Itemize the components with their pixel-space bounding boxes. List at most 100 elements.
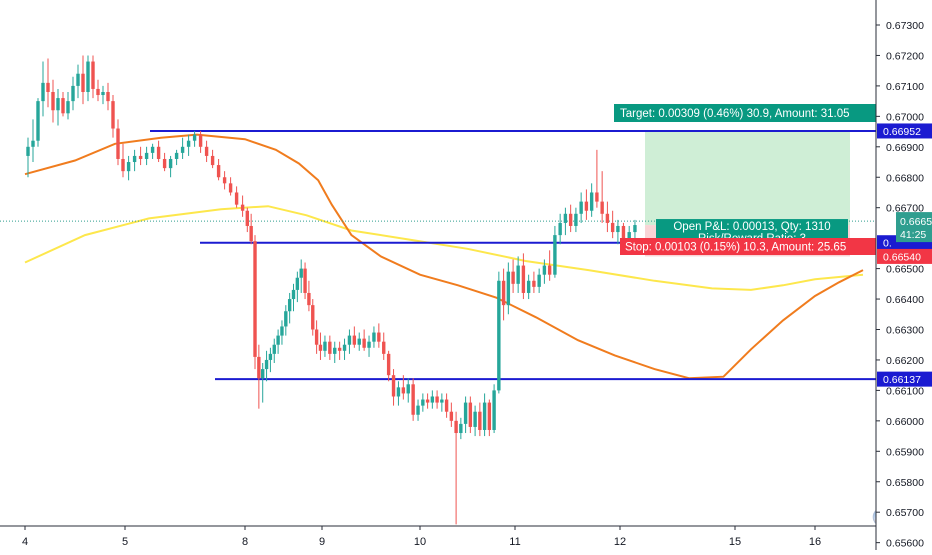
- candle-body: [506, 271, 511, 306]
- candle: [234, 186, 239, 208]
- x-tick-label: 9: [319, 536, 325, 548]
- candle: [174, 149, 179, 166]
- y-tick-label: 0.65700: [886, 507, 924, 519]
- candle-body: [96, 88, 100, 96]
- candle-body: [36, 101, 40, 141]
- level-badge-top-text: 0.66952: [883, 126, 921, 138]
- candle-body: [272, 344, 276, 354]
- candle-body: [362, 338, 366, 348]
- candle: [272, 338, 276, 363]
- candle: [526, 274, 531, 300]
- candle: [116, 119, 120, 166]
- ema-fast-line: [24, 133, 864, 380]
- level-badge-top-bg: [877, 123, 932, 139]
- candle-body: [303, 268, 307, 293]
- candle: [473, 405, 477, 437]
- candle-body: [41, 82, 45, 102]
- candle: [168, 155, 173, 178]
- y-tick-label: 0.67000: [886, 111, 924, 123]
- candle: [257, 344, 261, 409]
- candle-body: [616, 225, 620, 233]
- candle-body: [579, 201, 583, 214]
- candle: [101, 85, 105, 105]
- candle: [228, 177, 233, 196]
- candle: [126, 155, 131, 181]
- candle: [568, 204, 573, 233]
- pnl-label-text: Open P&L: 0.00013, Qty: 1310: [673, 221, 830, 233]
- candle: [46, 58, 50, 108]
- candle: [162, 152, 167, 172]
- y-tick-label: 0.66800: [886, 172, 924, 184]
- y-tick-label: 0.66100: [886, 385, 924, 397]
- candle: [386, 350, 391, 382]
- candle-body: [391, 375, 396, 397]
- candle-body: [501, 280, 506, 306]
- candle: [595, 149, 599, 208]
- candle-body: [526, 280, 531, 293]
- stop-price-badge-bg: [877, 248, 932, 264]
- candle: [56, 88, 60, 126]
- candle-body: [162, 158, 167, 169]
- candle: [276, 329, 280, 354]
- candle: [430, 390, 435, 409]
- candle: [323, 335, 327, 357]
- candle-body: [204, 146, 209, 156]
- candle: [425, 393, 430, 409]
- candle: [542, 259, 547, 284]
- level-badge-mid-text: 0.: [883, 238, 892, 250]
- candle: [482, 393, 487, 437]
- target-zone: [645, 130, 850, 226]
- candle: [421, 393, 425, 412]
- candle-body: [568, 213, 573, 226]
- candle-body: [132, 155, 137, 163]
- candle-body: [595, 192, 599, 202]
- candle-body: [406, 384, 410, 394]
- candle-body: [138, 155, 143, 159]
- candle: [144, 146, 149, 166]
- candle: [352, 326, 357, 348]
- candle: [382, 332, 386, 360]
- candle: [511, 259, 515, 293]
- candle: [497, 271, 501, 394]
- candle-body: [307, 292, 311, 306]
- price-axis-bg: [876, 0, 932, 550]
- stop-label-text: Stop: 0.00103 (0.15%) 10.3, Amount: 25.6…: [625, 242, 846, 254]
- candle: [284, 305, 288, 336]
- x-tick-label: 11: [509, 536, 520, 548]
- candle-body: [126, 162, 131, 172]
- candle: [26, 137, 30, 178]
- candle-body: [547, 265, 552, 275]
- candle: [180, 137, 185, 159]
- y-tick-label: 0.66900: [886, 142, 924, 154]
- candle-body: [386, 353, 391, 376]
- candle: [396, 381, 401, 406]
- candle: [318, 332, 323, 360]
- candle-body: [144, 152, 149, 159]
- candle-body: [411, 384, 415, 415]
- candle: [314, 320, 319, 354]
- candle-body: [257, 356, 261, 379]
- candle: [600, 171, 604, 223]
- candle: [463, 396, 468, 434]
- current-price-badge-bg: [896, 212, 932, 243]
- candle-body: [563, 213, 568, 223]
- candle: [440, 393, 444, 412]
- candle: [328, 335, 332, 360]
- candle-body: [299, 268, 303, 278]
- candle-body: [318, 344, 323, 351]
- candle: [198, 130, 203, 153]
- candle-body: [168, 158, 173, 169]
- x-tick-label: 4: [22, 536, 28, 548]
- candle: [81, 55, 85, 105]
- candle-body: [234, 192, 239, 205]
- candle-body: [347, 335, 352, 345]
- candle: [156, 140, 161, 163]
- candle-body: [156, 146, 161, 159]
- candle: [468, 396, 473, 434]
- candle-body: [357, 338, 361, 345]
- candle-body: [337, 347, 342, 351]
- candle: [150, 143, 155, 159]
- candle: [574, 207, 578, 233]
- candle-body: [396, 387, 401, 397]
